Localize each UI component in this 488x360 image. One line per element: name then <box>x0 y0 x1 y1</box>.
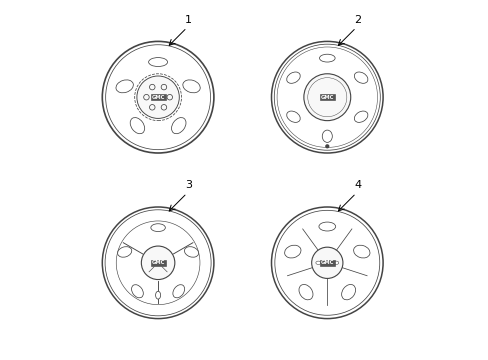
Text: 1: 1 <box>185 15 192 24</box>
Ellipse shape <box>286 111 300 122</box>
Circle shape <box>106 45 209 149</box>
Ellipse shape <box>286 72 300 83</box>
Circle shape <box>277 48 376 147</box>
Text: GMC: GMC <box>320 95 333 100</box>
Ellipse shape <box>322 130 332 143</box>
Ellipse shape <box>173 285 184 298</box>
Circle shape <box>325 145 328 148</box>
Text: GMC: GMC <box>151 260 164 265</box>
Circle shape <box>303 74 350 121</box>
Ellipse shape <box>171 118 185 134</box>
Ellipse shape <box>155 291 160 299</box>
Circle shape <box>275 211 378 315</box>
Ellipse shape <box>183 80 200 93</box>
Circle shape <box>311 247 342 278</box>
Text: 2: 2 <box>354 15 361 24</box>
Circle shape <box>137 76 179 118</box>
Circle shape <box>141 246 175 279</box>
Text: GMC: GMC <box>320 260 333 265</box>
Ellipse shape <box>131 285 143 298</box>
Ellipse shape <box>354 111 367 122</box>
Text: 3: 3 <box>185 180 192 190</box>
Ellipse shape <box>184 247 198 257</box>
Ellipse shape <box>116 80 133 93</box>
Ellipse shape <box>353 245 369 258</box>
Text: 4: 4 <box>354 180 361 190</box>
Ellipse shape <box>298 284 312 300</box>
Ellipse shape <box>319 54 334 62</box>
Ellipse shape <box>150 224 165 231</box>
Circle shape <box>105 210 210 315</box>
Ellipse shape <box>117 247 131 257</box>
Ellipse shape <box>341 284 355 300</box>
Ellipse shape <box>130 118 144 134</box>
Ellipse shape <box>333 261 338 265</box>
Ellipse shape <box>148 58 167 67</box>
Ellipse shape <box>318 222 335 231</box>
Ellipse shape <box>354 72 367 83</box>
Ellipse shape <box>315 261 320 265</box>
Text: GMC: GMC <box>151 95 164 100</box>
Ellipse shape <box>284 245 301 258</box>
